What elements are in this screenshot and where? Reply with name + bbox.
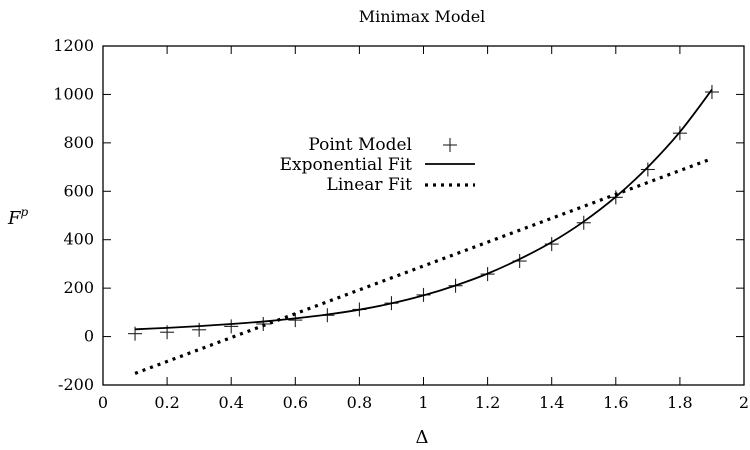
- data-point: [576, 215, 591, 230]
- plot-content: [128, 85, 719, 375]
- y-axis-label-main: F: [7, 208, 22, 229]
- x-tick-label: 1.8: [667, 393, 692, 412]
- y-tick-label: -200: [58, 375, 94, 394]
- x-tick-label: 1.6: [603, 393, 628, 412]
- data-point: [704, 85, 719, 100]
- x-tick-label: 1.2: [475, 393, 500, 412]
- y-axis-label: Fp: [7, 205, 29, 229]
- x-axis-label: Δ: [416, 427, 429, 448]
- x-tick-label: 1.4: [539, 393, 564, 412]
- data-point: [192, 322, 207, 337]
- y-axis-ticks: -200 0 200 400 600 800 1000 1200: [53, 36, 744, 394]
- y-tick-label: 1000: [53, 84, 94, 103]
- legend: Point Model Exponential Fit Linear Fit: [280, 135, 475, 195]
- legend-sample-point-model: [443, 138, 457, 152]
- legend-label-point-model: Point Model: [308, 135, 412, 155]
- y-axis-label-superscript: p: [21, 205, 29, 219]
- x-tick-label: 2: [739, 393, 749, 412]
- y-tick-label: 800: [63, 133, 94, 152]
- y-tick-label: 600: [63, 181, 94, 200]
- x-tick-label: 0.2: [154, 393, 179, 412]
- data-point: [640, 162, 655, 177]
- y-tick-label: 1200: [53, 36, 94, 55]
- y-tick-label: 0: [84, 327, 94, 346]
- chart-title: Minimax Model: [359, 7, 486, 26]
- legend-label-linear-fit: Linear Fit: [327, 175, 413, 195]
- linear-fit-line: [134, 157, 713, 375]
- legend-marker-plus: [443, 138, 457, 152]
- x-tick-label: 0.6: [283, 393, 308, 412]
- legend-label-exponential-fit: Exponential Fit: [280, 155, 413, 175]
- data-point: [288, 313, 303, 328]
- x-tick-label: 0.4: [218, 393, 243, 412]
- x-tick-label: 0: [98, 393, 108, 412]
- data-point: [224, 319, 239, 334]
- x-tick-label: 0.8: [347, 393, 372, 412]
- exponential-fit-line: [135, 89, 713, 331]
- x-tick-label: 1: [418, 393, 428, 412]
- y-tick-label: 400: [63, 230, 94, 249]
- y-tick-label: 200: [63, 278, 94, 297]
- x-axis-ticks: 0 0.2 0.4 0.6 0.8 1 1.2 1.4 1.6 1.8 2: [98, 46, 749, 412]
